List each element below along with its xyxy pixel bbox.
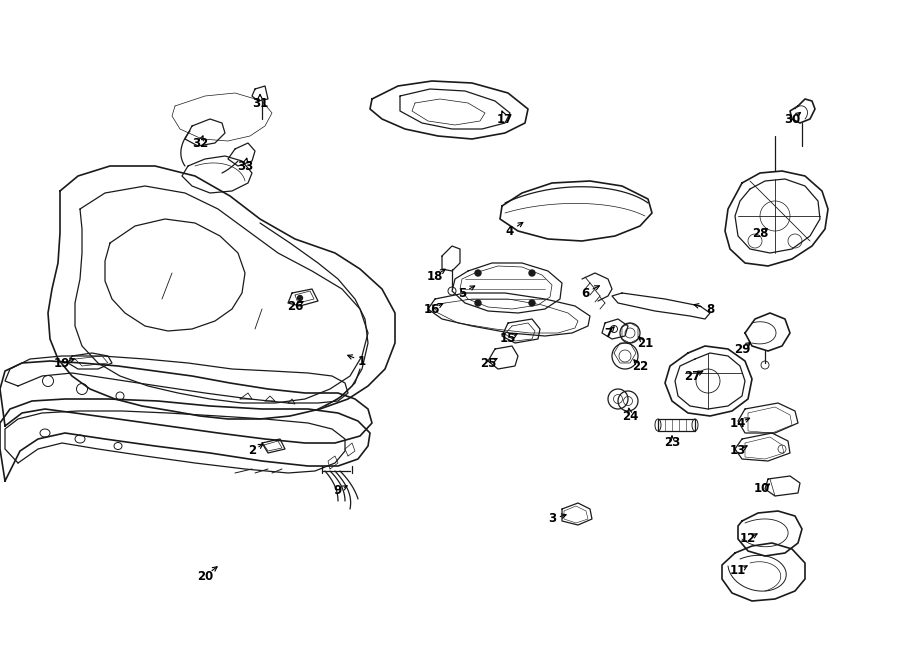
Text: 26: 26: [287, 299, 303, 313]
Text: 25: 25: [480, 356, 496, 369]
Circle shape: [529, 300, 535, 306]
Text: 15: 15: [500, 332, 517, 346]
Circle shape: [529, 270, 535, 276]
Text: 10: 10: [754, 483, 770, 496]
Text: 23: 23: [664, 436, 680, 449]
Text: 8: 8: [706, 303, 714, 315]
Text: 1: 1: [358, 354, 366, 368]
Text: 19: 19: [54, 356, 70, 369]
Circle shape: [475, 270, 481, 276]
Text: 31: 31: [252, 97, 268, 110]
Text: 17: 17: [497, 112, 513, 126]
Text: 27: 27: [684, 369, 700, 383]
Text: 16: 16: [424, 303, 440, 315]
Text: 30: 30: [784, 112, 800, 126]
Text: 6: 6: [580, 286, 590, 299]
Text: 9: 9: [334, 485, 342, 498]
Text: 20: 20: [197, 570, 213, 582]
Text: 3: 3: [548, 512, 556, 525]
Text: 33: 33: [237, 159, 253, 173]
Text: 5: 5: [458, 286, 466, 299]
Circle shape: [475, 300, 481, 306]
Text: 22: 22: [632, 360, 648, 373]
Text: 18: 18: [427, 270, 443, 282]
Text: 24: 24: [622, 410, 638, 422]
Circle shape: [298, 295, 302, 301]
Text: 7: 7: [604, 327, 612, 340]
Text: 14: 14: [730, 416, 746, 430]
Text: 2: 2: [248, 444, 256, 457]
Text: 29: 29: [734, 342, 751, 356]
Text: 4: 4: [506, 225, 514, 237]
Text: 12: 12: [740, 533, 756, 545]
Text: 21: 21: [637, 336, 653, 350]
Text: 11: 11: [730, 564, 746, 578]
Text: 13: 13: [730, 444, 746, 457]
Text: 28: 28: [752, 227, 769, 239]
Text: 32: 32: [192, 137, 208, 149]
